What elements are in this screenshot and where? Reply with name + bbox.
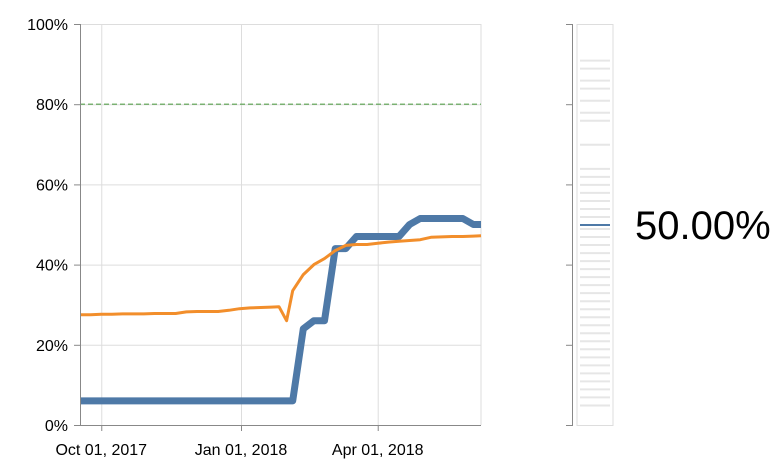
series-line-blue-series: [80, 215, 481, 405]
side-panel: [566, 24, 614, 426]
series-layer: [80, 215, 482, 405]
x-tick-label: Apr 01, 2018: [332, 442, 424, 459]
grid: [80, 24, 482, 426]
y-tick-label: 100%: [27, 17, 68, 34]
y-tick-label: 80%: [36, 97, 68, 114]
y-tick-label: 20%: [36, 338, 68, 355]
y-tick-label: 60%: [36, 177, 68, 194]
axis-layer: [74, 24, 481, 431]
series-line-orange-series: [80, 234, 482, 323]
x-tick-label: Jan 01, 2018: [195, 442, 288, 459]
y-tick-label: 40%: [36, 258, 68, 275]
y-tick-label: 0%: [45, 418, 68, 435]
x-tick-label: Oct 01, 2017: [55, 442, 147, 459]
selected-value-label: 50.00%: [635, 204, 771, 248]
